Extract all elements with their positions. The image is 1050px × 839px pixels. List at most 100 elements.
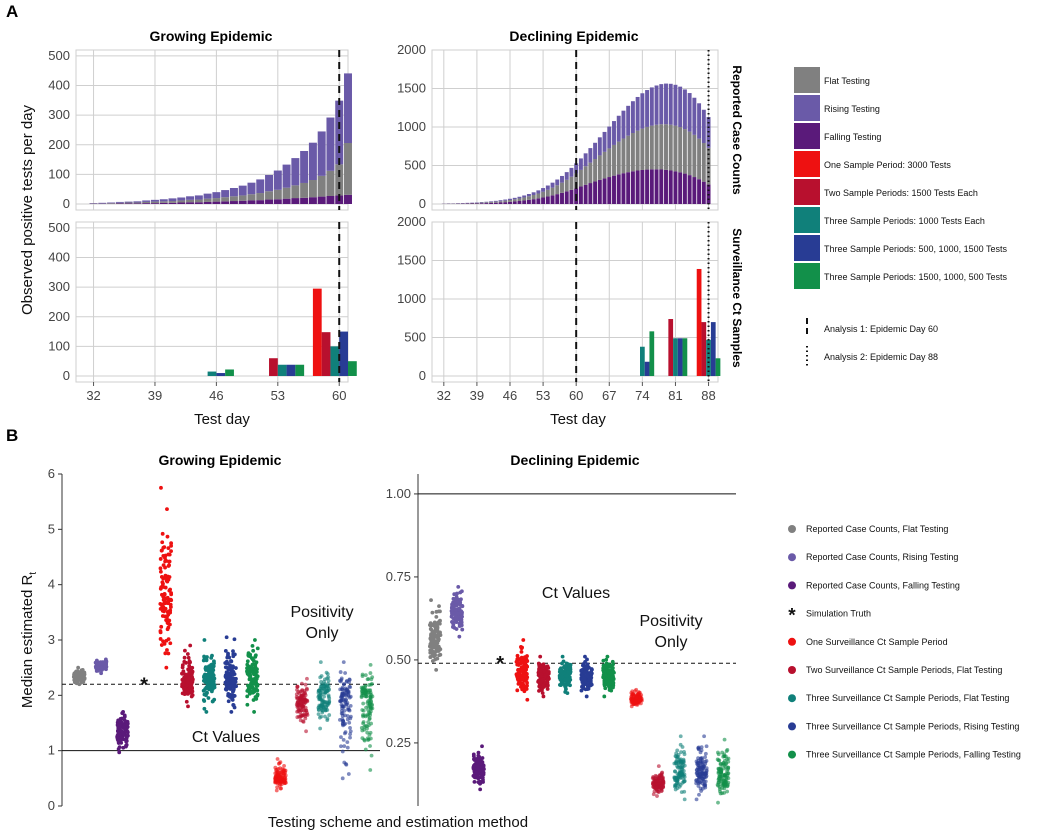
data-point xyxy=(251,677,255,682)
bar-segment xyxy=(692,177,697,204)
growing-rt-plot: 0 1 2 3 4 5 6 * xyxy=(48,466,380,813)
bar-segment xyxy=(159,199,168,202)
bar-segment xyxy=(194,195,203,200)
bar-segment xyxy=(635,170,640,204)
ct-sample-bar xyxy=(644,361,650,376)
data-point xyxy=(227,655,232,660)
data-point xyxy=(300,681,304,686)
data-point xyxy=(186,655,191,660)
data-point xyxy=(82,677,87,682)
bar-segment xyxy=(107,202,116,204)
ct-sample-bar xyxy=(286,364,296,376)
data-point xyxy=(679,750,683,755)
data-point xyxy=(229,671,234,676)
bar-segment xyxy=(308,142,317,181)
bar-segment xyxy=(550,195,555,204)
data-point xyxy=(360,736,365,741)
data-point xyxy=(322,694,326,699)
legend-label: Two Sample Periods: 1500 Tests Each xyxy=(824,188,978,198)
data-point xyxy=(118,738,123,743)
data-point xyxy=(245,671,250,676)
data-point xyxy=(430,629,435,634)
data-point xyxy=(249,656,254,661)
data-point xyxy=(568,662,573,667)
data-point xyxy=(704,744,709,749)
data-point xyxy=(303,705,308,710)
data-point xyxy=(587,677,592,682)
bar-segment xyxy=(668,83,673,125)
bar-segment xyxy=(645,169,650,204)
data-point xyxy=(432,642,437,647)
bar-segment xyxy=(659,124,664,170)
data-point xyxy=(273,777,278,782)
data-point xyxy=(682,763,687,768)
data-point xyxy=(206,684,211,688)
bar-segment xyxy=(517,200,522,204)
data-point xyxy=(367,683,372,687)
data-point xyxy=(630,689,635,694)
data-point xyxy=(159,643,164,647)
data-point xyxy=(210,653,214,658)
data-point xyxy=(589,682,594,687)
y-tick-label: 0.25 xyxy=(386,735,411,750)
panel-b-ylabel: Median estimated Rt xyxy=(19,572,39,708)
ct-sample-bar xyxy=(277,364,287,376)
data-point xyxy=(520,676,525,681)
legend-label: Three Sample Periods: 500, 1000, 1500 Te… xyxy=(824,244,1007,254)
data-point xyxy=(341,691,345,696)
strip-top: Reported Case Counts xyxy=(730,65,744,195)
data-point xyxy=(230,695,235,699)
data-point xyxy=(611,677,616,682)
data-point xyxy=(702,734,707,739)
bar-segment xyxy=(654,169,659,204)
data-point xyxy=(207,677,212,682)
bar-segment xyxy=(593,159,598,182)
data-point xyxy=(537,684,542,689)
data-point xyxy=(454,591,459,596)
bar-segment xyxy=(697,179,702,204)
data-point xyxy=(583,665,588,670)
data-point xyxy=(318,695,323,700)
bar-segment xyxy=(317,131,326,176)
data-point xyxy=(681,759,686,763)
data-point xyxy=(348,694,353,699)
bar-segment xyxy=(493,200,498,202)
y-tick-label: 2000 xyxy=(397,214,426,229)
data-point xyxy=(697,792,701,797)
x-tick-label: 60 xyxy=(332,388,346,403)
data-point xyxy=(629,695,634,700)
data-point xyxy=(211,699,215,704)
data-point xyxy=(230,698,235,702)
bar-segment xyxy=(273,189,282,200)
data-point xyxy=(234,666,238,670)
bar-segment xyxy=(616,115,621,142)
data-point xyxy=(298,707,303,712)
data-point xyxy=(182,688,187,693)
bar-segment xyxy=(522,195,527,198)
data-point xyxy=(159,624,164,629)
data-point xyxy=(342,722,347,727)
data-point xyxy=(343,730,348,735)
data-point xyxy=(226,699,231,704)
data-point xyxy=(187,676,192,681)
data-point xyxy=(304,729,308,734)
bar-segment xyxy=(560,175,564,183)
legend-label: Simulation Truth xyxy=(806,609,871,619)
bar-segment xyxy=(344,194,352,204)
bar-segment xyxy=(221,190,230,198)
bar-segment xyxy=(640,169,645,204)
bar-segment xyxy=(326,170,335,197)
data-point xyxy=(72,678,77,682)
data-point xyxy=(659,788,664,793)
bar-segment xyxy=(597,137,602,156)
data-point xyxy=(304,708,309,713)
data-point xyxy=(474,770,479,774)
data-point xyxy=(429,644,434,649)
bar-segment xyxy=(682,129,687,174)
data-point xyxy=(206,696,211,700)
data-point xyxy=(651,784,656,789)
data-point xyxy=(184,699,189,704)
ct-sample-bar xyxy=(321,332,331,376)
data-point xyxy=(678,734,683,739)
